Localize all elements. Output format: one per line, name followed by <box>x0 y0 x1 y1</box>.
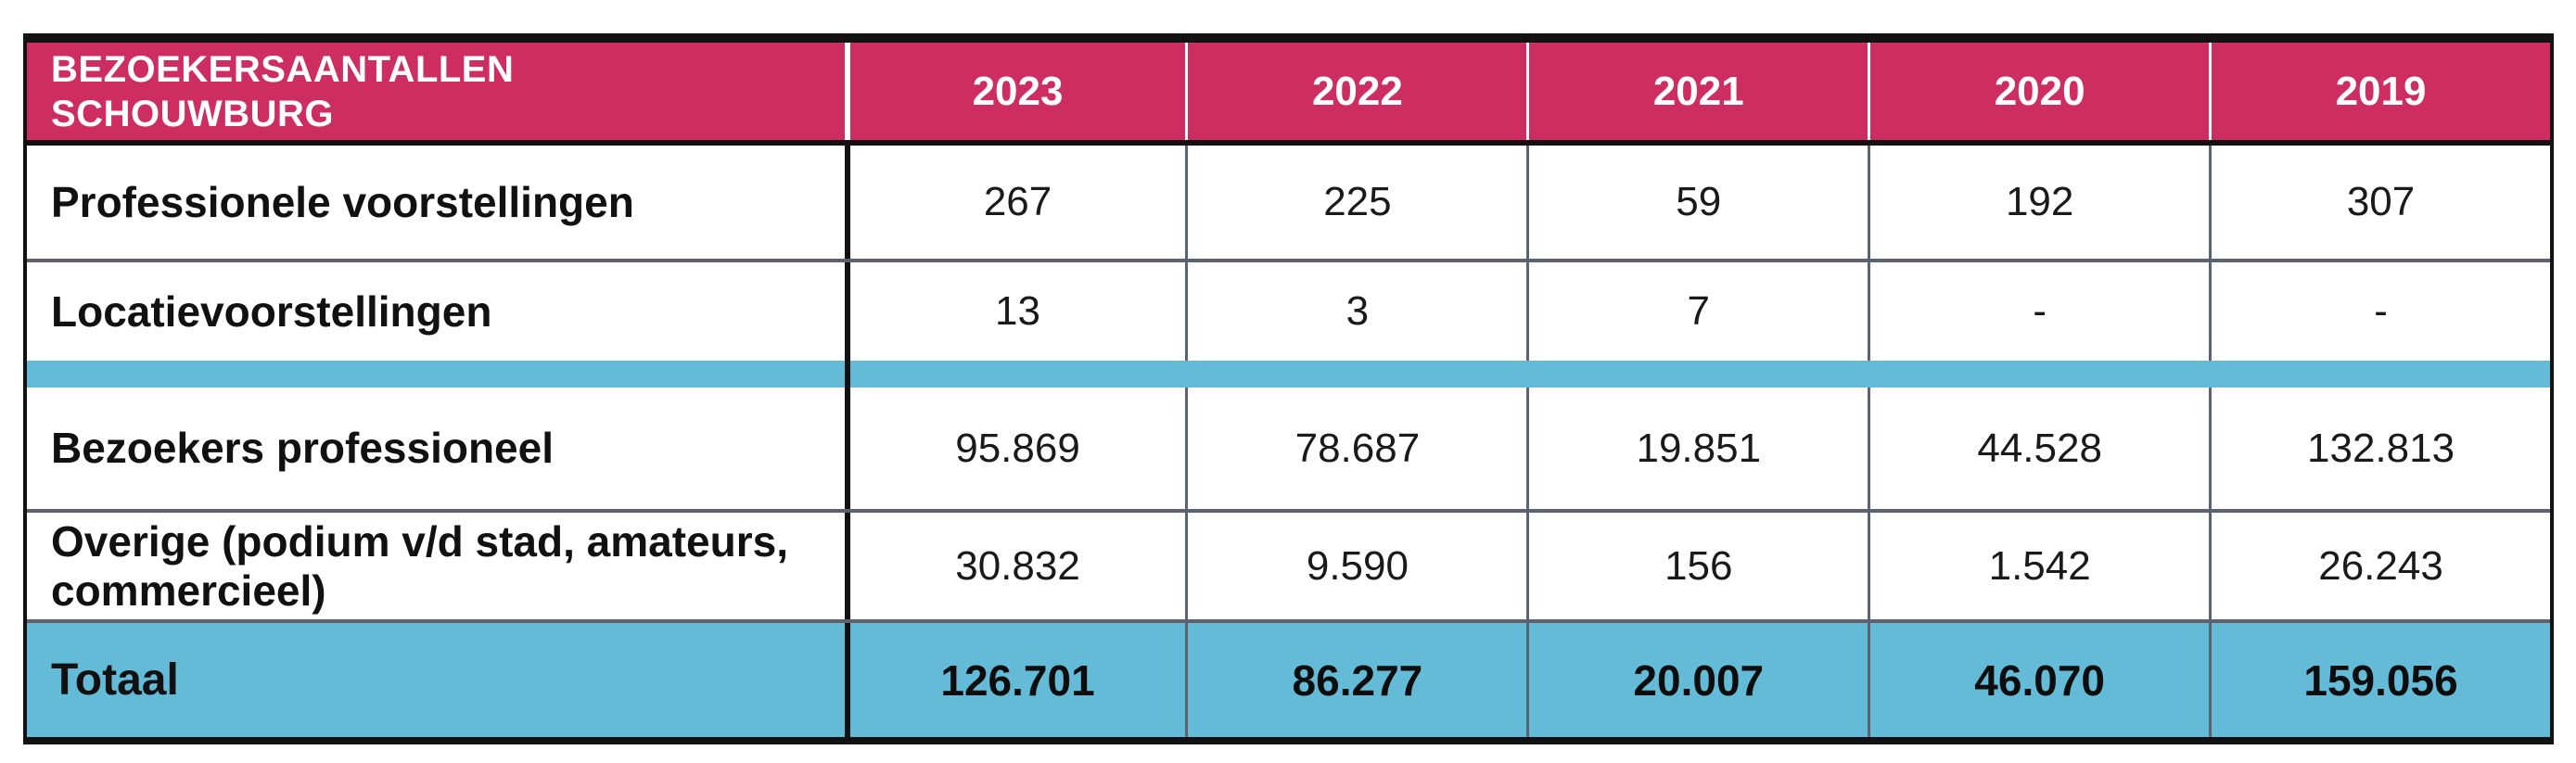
table-row: Overige (podium v/d stad, amateurs, comm… <box>27 513 2550 623</box>
column-header-2023: 2023 <box>844 43 1186 140</box>
year-label: 2021 <box>1652 68 1744 114</box>
value-cell: 19.851 <box>1526 388 1868 509</box>
total-value-cell: 20.007 <box>1526 623 1868 737</box>
spacer-band <box>27 361 2550 388</box>
value-cell: - <box>1868 262 2209 361</box>
year-label: 2019 <box>2335 68 2427 114</box>
value-cell: 9.590 <box>1185 513 1526 619</box>
row-label: Professionele voorstellingen <box>51 177 634 226</box>
table-title-line2: SCHOUWBURG <box>51 93 334 134</box>
value-cell: 78.687 <box>1185 388 1526 509</box>
value-cell: 1.542 <box>1868 513 2209 619</box>
row-label: Overige (podium v/d stad, amateurs, comm… <box>51 516 788 615</box>
total-value-cell: 159.056 <box>2209 623 2550 737</box>
value-cell: 13 <box>844 262 1186 361</box>
table-row: Bezoekers professioneel 95.869 78.687 19… <box>27 388 2550 513</box>
value-cell: 95.869 <box>844 388 1186 509</box>
table-row: Locatievoorstellingen 13 3 7 - - <box>27 262 2550 361</box>
total-value-cell: 126.701 <box>844 623 1186 737</box>
row-label: Locatievoorstellingen <box>51 286 492 336</box>
total-value-cell: 86.277 <box>1185 623 1526 737</box>
value-cell: 307 <box>2209 146 2550 259</box>
table-row: Professionele voorstellingen 267 225 59 … <box>27 146 2550 262</box>
value-cell: 267 <box>844 146 1186 259</box>
value-cell: 30.832 <box>844 513 1186 619</box>
row-label: Bezoekers professioneel <box>51 424 555 473</box>
value-cell: 26.243 <box>2209 513 2550 619</box>
total-label: Totaal <box>51 655 179 705</box>
value-cell: 59 <box>1526 146 1868 259</box>
total-value-cell: 46.070 <box>1868 623 2209 737</box>
value-cell: - <box>2209 262 2550 361</box>
table-title: BEZOEKERSAANTALLEN SCHOUWBURG <box>27 43 845 140</box>
value-cell: 225 <box>1185 146 1526 259</box>
table-title-line1: BEZOEKERSAANTALLEN <box>51 48 515 90</box>
column-header-2022: 2022 <box>1185 43 1526 140</box>
value-cell: 132.813 <box>2209 388 2550 509</box>
year-label: 2023 <box>972 68 1064 114</box>
value-cell: 192 <box>1868 146 2209 259</box>
value-cell: 3 <box>1185 262 1526 361</box>
table-header-row: BEZOEKERSAANTALLEN SCHOUWBURG 2023 2022 … <box>27 43 2550 146</box>
total-row: Totaal 126.701 86.277 20.007 46.070 159.… <box>27 623 2550 737</box>
column-header-2019: 2019 <box>2209 43 2550 140</box>
visitors-table: BEZOEKERSAANTALLEN SCHOUWBURG 2023 2022 … <box>23 33 2554 744</box>
year-label: 2022 <box>1311 68 1403 114</box>
column-header-2020: 2020 <box>1868 43 2209 140</box>
value-cell: 44.528 <box>1868 388 2209 509</box>
value-cell: 7 <box>1526 262 1868 361</box>
column-header-2021: 2021 <box>1526 43 1868 140</box>
value-cell: 156 <box>1526 513 1868 619</box>
year-label: 2020 <box>1994 68 2085 114</box>
